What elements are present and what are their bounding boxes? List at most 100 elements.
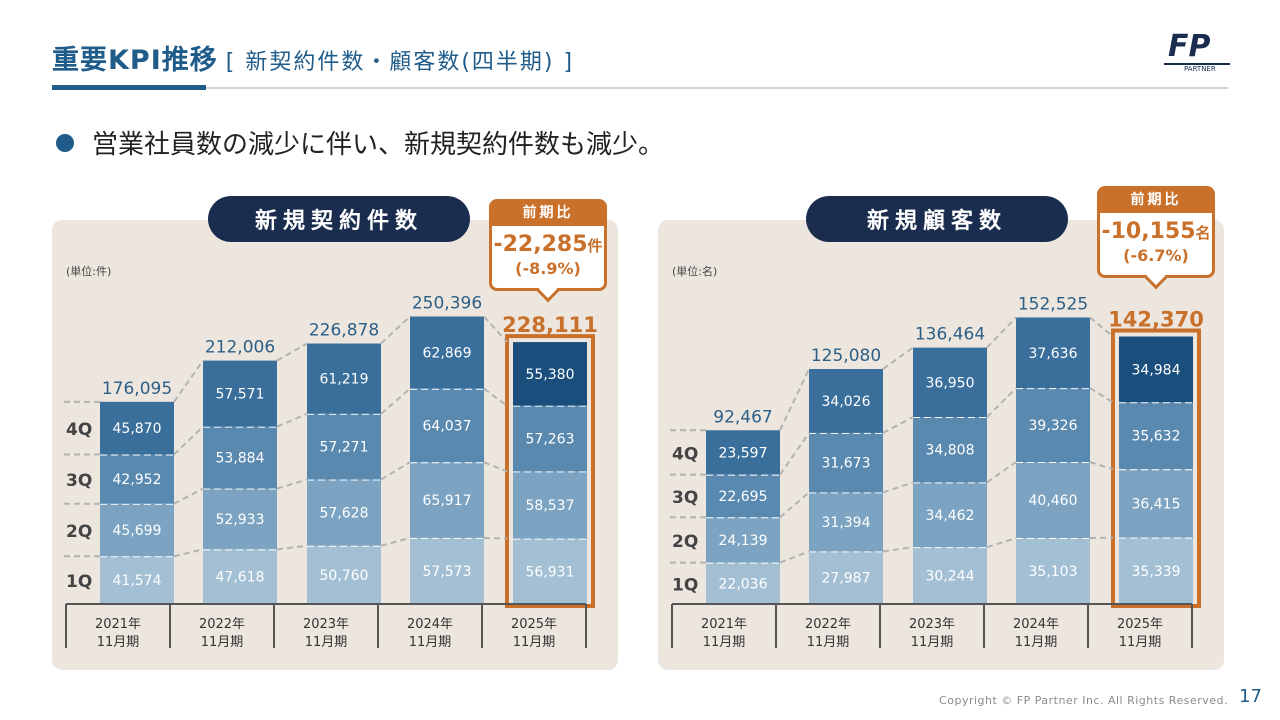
total-value-label: 152,525: [1018, 294, 1088, 314]
segment-value-label: 62,869: [423, 346, 472, 362]
segment-value-label: 22,695: [719, 489, 768, 505]
bar-segment: [513, 471, 587, 539]
connector-line: [1089, 461, 1114, 471]
bar-segment: [1119, 469, 1193, 538]
bar-segment: [809, 492, 883, 552]
bar-segment: [307, 343, 381, 414]
segment-value-label: 42,952: [113, 472, 162, 488]
segment-value-label: 57,628: [320, 506, 369, 522]
page-number: 17: [1239, 686, 1262, 707]
bar-segment: [410, 462, 484, 538]
category-label: 11月期: [513, 635, 556, 650]
unit-label: (単位:名): [672, 264, 717, 278]
bar-segment: [203, 488, 277, 550]
connector-line: [276, 412, 308, 428]
bar-segment: [307, 413, 381, 480]
header-divider: [52, 87, 1228, 89]
category-label: 2023年: [909, 617, 955, 632]
bar-segment: [1016, 388, 1090, 463]
segment-value-label: 35,339: [1132, 564, 1181, 580]
connector-line: [779, 550, 810, 564]
category-label: 11月期: [305, 635, 348, 650]
category-label: 2025年: [1117, 617, 1163, 632]
category-label: 2025年: [511, 617, 557, 632]
connector-line: [882, 416, 914, 434]
segment-value-label: 57,573: [423, 564, 472, 580]
connector-line: [779, 368, 810, 431]
bar-segment: [410, 316, 484, 389]
total-value-label: 176,095: [102, 379, 172, 399]
connector-line: [173, 548, 204, 558]
quarter-label: 1Q: [66, 572, 92, 592]
bar-segment: [706, 474, 780, 518]
bar-segment: [513, 538, 587, 604]
callout-head: 前期比: [1100, 189, 1212, 213]
title-main: 重要KPI推移: [52, 45, 218, 76]
connector-line: [779, 491, 810, 519]
segment-value-label: 27,987: [822, 571, 871, 587]
category-label: 11月期: [409, 635, 452, 650]
connector-line: [483, 315, 508, 343]
bar-segment: [809, 551, 883, 604]
segment-value-label: 57,271: [320, 440, 369, 456]
connector-line: [1089, 387, 1114, 404]
segment-value-label: 47,618: [216, 570, 265, 586]
bar-segment: [706, 517, 780, 563]
category-label: 2024年: [407, 617, 453, 632]
callout-head: 前期比: [492, 202, 604, 226]
connector-line: [276, 544, 308, 551]
connector-line: [380, 387, 411, 415]
bullet-dot-icon: [56, 133, 74, 152]
category-label: 11月期: [807, 635, 850, 650]
segment-value-label: 34,808: [926, 443, 975, 459]
segment-value-label: 65,917: [423, 493, 472, 509]
segment-value-label: 22,036: [719, 576, 768, 592]
segment-value-label: 45,699: [113, 523, 162, 539]
connector-line: [882, 481, 914, 494]
bar-segment: [1016, 317, 1090, 389]
bar-segment: [1119, 402, 1193, 470]
segment-value-label: 57,263: [526, 432, 575, 448]
bar-segment: [913, 547, 987, 604]
segment-value-label: 45,870: [113, 421, 162, 437]
segment-value-label: 55,380: [526, 367, 575, 383]
bar-segment: [706, 430, 780, 475]
segment-value-label: 58,537: [526, 498, 575, 514]
header-divider-accent: [52, 85, 206, 90]
total-value-label: 226,878: [309, 321, 379, 341]
bar-segment: [203, 549, 277, 604]
bar-segment: [809, 369, 883, 433]
connector-line: [986, 316, 1017, 349]
segment-value-label: 37,636: [1029, 346, 1078, 362]
bar-segment: [913, 347, 987, 418]
total-value-label: 228,111: [502, 313, 598, 337]
unit-label: (単位:件): [66, 264, 111, 278]
segment-value-label: 40,460: [1029, 493, 1078, 509]
total-value-label: 136,464: [915, 325, 985, 345]
quarter-label: 4Q: [672, 444, 698, 464]
connector-line: [1089, 316, 1114, 338]
bar-segment: [307, 545, 381, 604]
bar-segment: [307, 479, 381, 546]
bar-segment: [100, 556, 174, 604]
bar-segment: [913, 417, 987, 483]
segment-value-label: 35,632: [1132, 429, 1181, 445]
total-value-label: 250,396: [412, 294, 482, 314]
page-title: 重要KPI推移 [ 新契約件数・顧客数(四半期) ]: [52, 38, 574, 77]
segment-value-label: 31,394: [822, 515, 871, 531]
quarter-label: 2Q: [672, 532, 698, 552]
category-label: 2022年: [805, 617, 851, 632]
segment-value-label: 34,026: [822, 394, 871, 410]
bar-segment: [1119, 336, 1193, 403]
bar-segment: [513, 342, 587, 406]
callout-percent: (-8.9%): [515, 259, 581, 278]
contracts-chart-title: 新規契約件数: [208, 196, 470, 242]
bar-segment: [706, 562, 780, 604]
connector-line: [882, 346, 914, 370]
quarter-label: 1Q: [672, 575, 698, 595]
connector-line: [173, 360, 204, 403]
segment-value-label: 41,574: [113, 573, 162, 589]
segment-value-label: 53,884: [216, 451, 265, 467]
segment-value-label: 23,597: [719, 445, 768, 461]
bar-segment: [203, 360, 277, 427]
